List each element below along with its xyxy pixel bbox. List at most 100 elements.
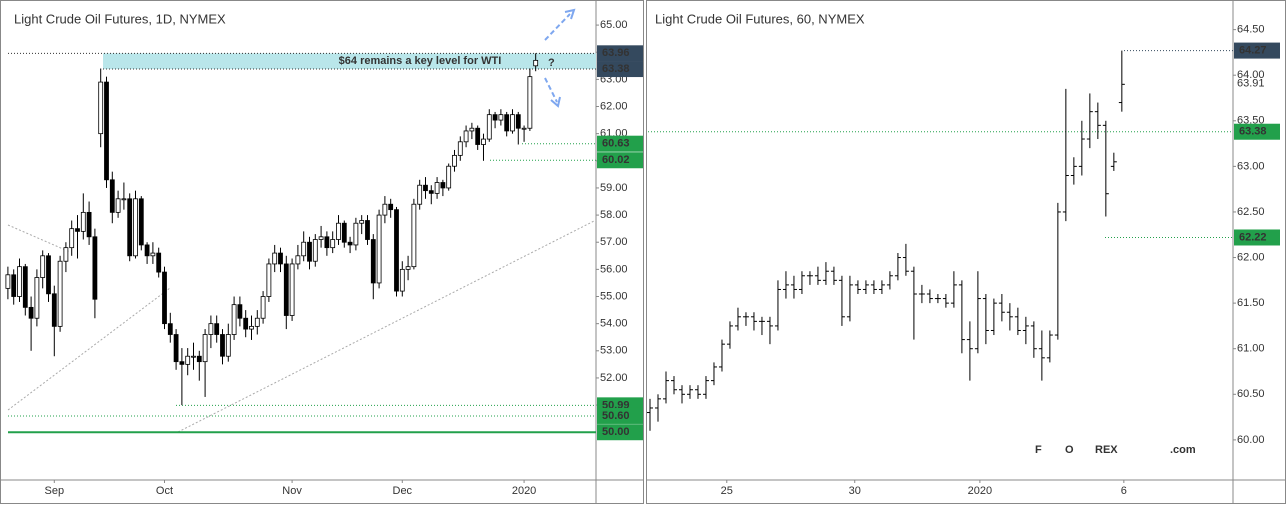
plot-area: 60.00 60.50 61.00 61.50 62.00 62.50 63.00 63.50…	[646, 24, 1280, 497]
x-tick-label: 6	[1121, 485, 1127, 497]
candle-body	[341, 222, 347, 243]
candle-body	[98, 81, 104, 135]
level-badge	[597, 152, 643, 169]
candle-body	[498, 114, 504, 121]
x-tick-label: Dec	[393, 485, 413, 497]
candle-body	[40, 255, 46, 278]
candle-body	[405, 266, 411, 270]
candle-body	[446, 165, 452, 189]
y-tick-label: 62.50	[1237, 206, 1265, 218]
candle-body	[353, 222, 359, 246]
candle-body	[434, 182, 440, 194]
candle-body	[57, 260, 63, 327]
candle-body	[11, 274, 17, 297]
level-badge	[1234, 123, 1280, 140]
candle-body	[249, 325, 254, 330]
candle-body	[330, 239, 336, 249]
candle-body	[22, 266, 28, 308]
plot-area: 51.0052.0053.0054.0055.0056.0057.0058.00…	[5, 19, 643, 497]
candle-body	[510, 114, 515, 132]
candle-body	[533, 59, 539, 67]
candle-body	[109, 179, 115, 213]
candle-body	[202, 334, 208, 363]
candle-body	[150, 252, 156, 257]
y-tick-label: 56.00	[600, 263, 628, 275]
candle-body	[214, 323, 220, 335]
right-panel-frame	[646, 0, 1286, 504]
candle-body	[185, 355, 191, 365]
candle-body	[51, 293, 57, 327]
candle-body	[457, 141, 463, 156]
level-label: 50.00	[602, 426, 630, 438]
level-label: 60.02	[602, 154, 630, 166]
candle-body	[46, 255, 51, 295]
candle-body	[475, 127, 481, 145]
y-tick-label: 60.00	[1237, 434, 1265, 446]
candle-body	[452, 154, 457, 167]
candle-body	[388, 203, 394, 211]
candle-body	[167, 323, 173, 335]
y-tick-label: 54.00	[600, 318, 628, 330]
y-tick-label: 55.00	[600, 290, 628, 302]
x-tick-label: Oct	[156, 485, 173, 497]
watermark: .com	[1170, 444, 1196, 456]
candle-body	[278, 252, 283, 265]
candle-body	[469, 127, 475, 132]
arrow-head	[550, 96, 561, 108]
candle-body	[272, 252, 278, 265]
y-tick-label: 61.50	[1237, 297, 1265, 309]
candle-body	[307, 241, 312, 262]
candle-body	[423, 184, 428, 192]
level-label: 63.38	[1239, 126, 1267, 138]
candle-body	[121, 198, 127, 201]
x-tick-label: 2020	[968, 485, 992, 497]
candle-body	[312, 239, 318, 262]
trend-line	[7, 224, 71, 253]
candle-body	[481, 138, 486, 145]
candle-body	[80, 211, 86, 232]
candle-body	[440, 182, 446, 189]
candle-body	[347, 241, 353, 246]
candle-body	[463, 130, 469, 143]
candle-body	[162, 271, 167, 325]
candle-body	[173, 334, 179, 363]
level-label: 60.63	[602, 138, 630, 150]
candle-body	[365, 220, 370, 240]
candle-body	[428, 190, 434, 194]
level-badge	[597, 424, 643, 441]
candle-body	[301, 241, 307, 257]
candle-body	[92, 236, 98, 300]
candle-body	[5, 274, 11, 289]
y-tick-label: 63.00	[1237, 160, 1265, 172]
candle-body	[324, 236, 330, 249]
candle-body	[417, 184, 423, 205]
level-badge	[597, 61, 643, 78]
candle-body	[266, 263, 272, 297]
candle-body	[138, 198, 144, 246]
candle-body	[196, 355, 202, 363]
y-tick-label: 58.00	[600, 209, 628, 221]
candle-body	[260, 296, 266, 319]
level-label: 63.38	[602, 63, 630, 75]
candle-body	[318, 236, 324, 240]
candle-body	[63, 247, 69, 262]
candle-body	[394, 209, 399, 292]
chart-title: Light Crude Oil Futures, 1D, NYMEX	[14, 11, 226, 26]
candle-body	[237, 304, 243, 319]
arrow-down	[544, 77, 558, 103]
candle-body	[69, 228, 75, 249]
candle-body	[382, 203, 388, 216]
candle-body	[283, 263, 289, 316]
y-tick-label: 53.00	[600, 345, 628, 357]
candle-body	[220, 334, 225, 357]
level-label: 50.60	[602, 410, 630, 422]
level-label: 64.27	[1239, 44, 1267, 56]
y-tick-label: 64.50	[1237, 24, 1265, 36]
candle-body	[486, 114, 492, 140]
key-level-zone	[103, 53, 596, 70]
candle-body	[521, 127, 527, 130]
candle-body	[411, 203, 417, 268]
level-badge	[597, 45, 643, 62]
trend-line	[7, 287, 171, 411]
